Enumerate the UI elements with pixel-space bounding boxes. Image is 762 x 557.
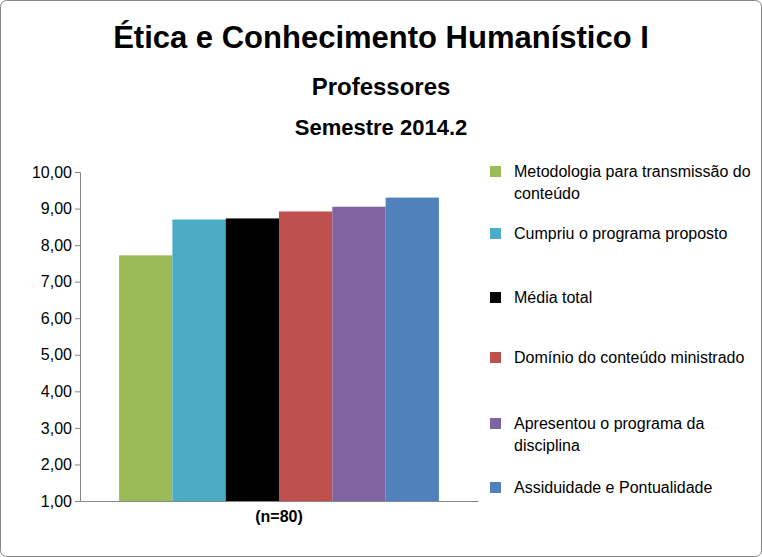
- x-axis: (n=80): [81, 502, 479, 526]
- tick-label: 5,00: [41, 346, 72, 363]
- legend-label: Metodologia para transmissão do conteúdo: [514, 163, 755, 202]
- tick-label: 6,00: [41, 310, 72, 327]
- tick-mark: [75, 501, 80, 502]
- bar: [172, 220, 225, 501]
- subtitle: Professores: [312, 73, 451, 100]
- tick-label: 4,00: [41, 383, 72, 400]
- legend-item: Domínio do conteúdo ministrado: [490, 349, 744, 366]
- tick-mark: [75, 355, 80, 356]
- tick-label: 9,00: [41, 200, 72, 217]
- bar: [332, 207, 385, 501]
- legend-swatch: [490, 228, 501, 239]
- bars: [119, 198, 439, 501]
- tick-label: 8,00: [41, 237, 72, 254]
- tick-mark: [75, 428, 80, 429]
- bar: [279, 211, 332, 501]
- legend: Metodologia para transmissão do conteúdo…: [490, 163, 755, 496]
- tick-mark: [75, 172, 80, 173]
- axis-line: [81, 501, 479, 502]
- tick-mark: [75, 245, 80, 246]
- legend-item: Metodologia para transmissão do conteúdo: [490, 163, 755, 202]
- tick: (n=80): [255, 508, 303, 525]
- legend-item: Cumpriu o programa proposto: [490, 225, 728, 242]
- chart-frame: [1, 1, 762, 557]
- chart: Ética e Conhecimento Humanístico I Profes…: [0, 0, 762, 557]
- bar: [386, 198, 439, 501]
- tick: 7,00: [41, 273, 80, 290]
- tick: 3,00: [41, 420, 80, 437]
- tick-label: 10,00: [32, 164, 72, 181]
- y-axis: 1,00 2,00 3,00 4,00 5,00 6,00 7,00 8,00 9,00 10,0…: [32, 164, 81, 510]
- tick: 9,00: [41, 200, 80, 217]
- tick: 10,00: [32, 164, 80, 181]
- legend-label: Assiduidade e Pontualidade: [514, 479, 712, 496]
- tick-label: 7,00: [41, 273, 72, 290]
- tick: 1,00: [41, 493, 80, 510]
- legend-label: Domínio do conteúdo ministrado: [514, 349, 744, 366]
- legend-swatch: [490, 166, 501, 177]
- axis-line: [75, 173, 81, 502]
- tick-mark: [75, 464, 80, 465]
- legend-swatch: [490, 292, 501, 303]
- legend-swatch: [490, 418, 501, 429]
- tick-label: 1,00: [41, 493, 72, 510]
- tick-mark: [75, 209, 80, 210]
- legend-item: Assiduidade e Pontualidade: [490, 479, 712, 496]
- bar: [226, 218, 279, 501]
- title: Ética e Conhecimento Humanístico I: [113, 20, 649, 55]
- tick-label: 2,00: [41, 456, 72, 473]
- tick: 6,00: [41, 310, 80, 327]
- subtitle: Semestre 2014.2: [295, 115, 467, 140]
- tick-mark: [75, 391, 80, 392]
- tick-label: 3,00: [41, 420, 72, 437]
- tick-mark: [75, 282, 80, 283]
- tick: 4,00: [41, 383, 80, 400]
- tick: 2,00: [41, 456, 80, 473]
- legend-label: Média total: [514, 289, 592, 306]
- legend-swatch: [490, 352, 501, 363]
- tick-label: (n=80): [255, 508, 303, 525]
- legend-item: Média total: [490, 289, 592, 306]
- legend-item: Apresentou o programa da disciplina: [490, 415, 709, 454]
- legend-swatch: [490, 482, 501, 493]
- legend-label: Apresentou o programa da disciplina: [514, 415, 709, 454]
- tick: 8,00: [41, 237, 80, 254]
- tick-mark: [75, 318, 80, 319]
- legend-label: Cumpriu o programa proposto: [514, 225, 728, 242]
- bar: [119, 255, 172, 501]
- tick: 5,00: [41, 346, 80, 363]
